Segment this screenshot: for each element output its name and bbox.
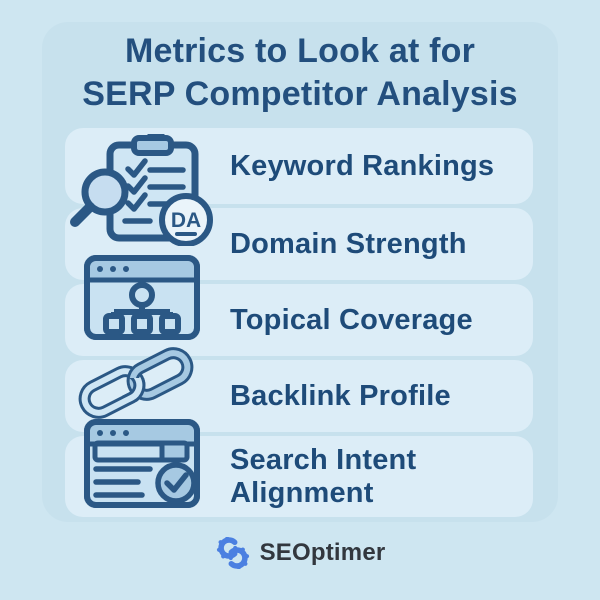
list-item-label: Backlink Profile	[230, 379, 451, 412]
seoptimer-gear-logo-icon	[216, 537, 249, 569]
browser-sitemap-icon	[84, 255, 200, 340]
list-item-label: Domain Strength	[230, 227, 467, 260]
search-bar-icon	[92, 440, 190, 463]
brand-footer: SEOptimer	[0, 537, 600, 569]
page-title: Metrics to Look at for SERP Competitor A…	[0, 30, 600, 116]
list-item-label: Keyword Rankings	[230, 149, 495, 182]
browser-dots-icon	[97, 266, 129, 272]
title-line-1: Metrics to Look at for	[124, 32, 476, 70]
chain-links-icon	[78, 347, 194, 419]
check-badge-icon	[155, 462, 197, 504]
brand-name: SEOptimer	[259, 539, 386, 566]
browser-dots-icon	[97, 430, 129, 436]
domain-authority-badge-text: DA	[171, 209, 201, 232]
browser-search-check-icon	[84, 419, 200, 508]
clipboard-checklist-magnifier-icon: DA	[70, 134, 213, 246]
sitemap-diagram-icon	[103, 282, 181, 335]
list-item-label: Search Intent Alignment	[230, 443, 417, 509]
list-item-label: Topical Coverage	[230, 303, 473, 336]
text-lines-icon	[93, 466, 153, 498]
title-line-2: SERP Competitor Analysis	[82, 75, 518, 113]
